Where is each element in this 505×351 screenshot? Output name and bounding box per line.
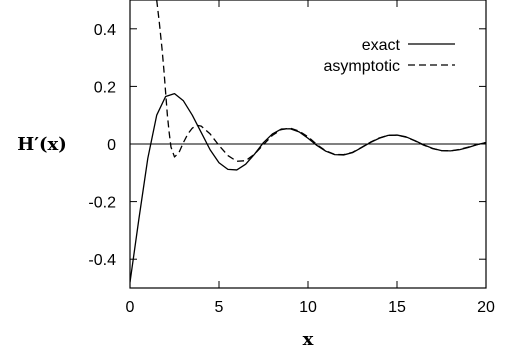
x-tick-label-5: 5: [215, 299, 224, 316]
y-tick-label-minus-0-2: -0.2: [88, 195, 116, 212]
y-tick-label-0-4: 0.4: [94, 22, 116, 39]
series-line-exact: [130, 92, 486, 283]
plot-area: [129, 0, 487, 289]
x-tick-label-20: 20: [477, 299, 495, 316]
series-layer: [130, 0, 486, 283]
tick-labels: 0 5 10 15 20 -0.4 -0.2 0 0.2 0.4: [88, 22, 495, 316]
x-tick-label-15: 15: [388, 299, 406, 316]
y-tick-label-minus-0-4: -0.4: [88, 252, 116, 269]
series-line-asymptotic: [156, 0, 486, 162]
y-axis-label: H′(x): [17, 134, 67, 155]
legend-label-asymptotic: asymptotic: [324, 58, 400, 75]
y-tick-label-0: 0: [107, 137, 116, 154]
legend-label-exact: exact: [362, 37, 401, 54]
x-tick-label-0: 0: [126, 299, 135, 316]
legend: exact asymptotic: [324, 37, 455, 75]
y-tick-label-0-2: 0.2: [94, 79, 116, 96]
x-tick-label-10: 10: [299, 299, 317, 316]
x-axis-label: x: [303, 329, 314, 350]
